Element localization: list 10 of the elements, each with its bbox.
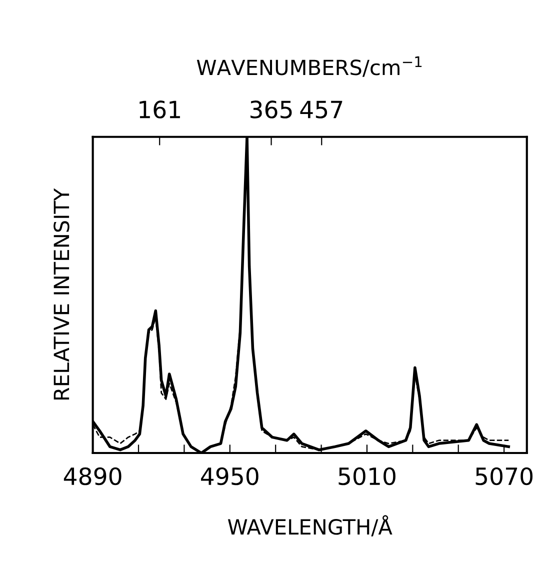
x-tick-label: 4950 <box>201 467 258 486</box>
x-tick-label: 4890 <box>64 467 122 486</box>
y-axis-title: RELATIVE INTENSITY <box>54 188 70 400</box>
x2-tick-label: 365 <box>250 100 292 118</box>
x2-tick-label: 161 <box>140 100 180 118</box>
x-tick-label: 5070 <box>476 467 533 486</box>
x2-tick-label: 457 <box>300 100 342 118</box>
x-axis-title: WAVELENGTH/Å <box>228 515 392 536</box>
x-tick-label: 5010 <box>338 467 396 486</box>
x2-axis-title: WAVENUMBERS/cm$^{−1}$ <box>196 56 422 77</box>
